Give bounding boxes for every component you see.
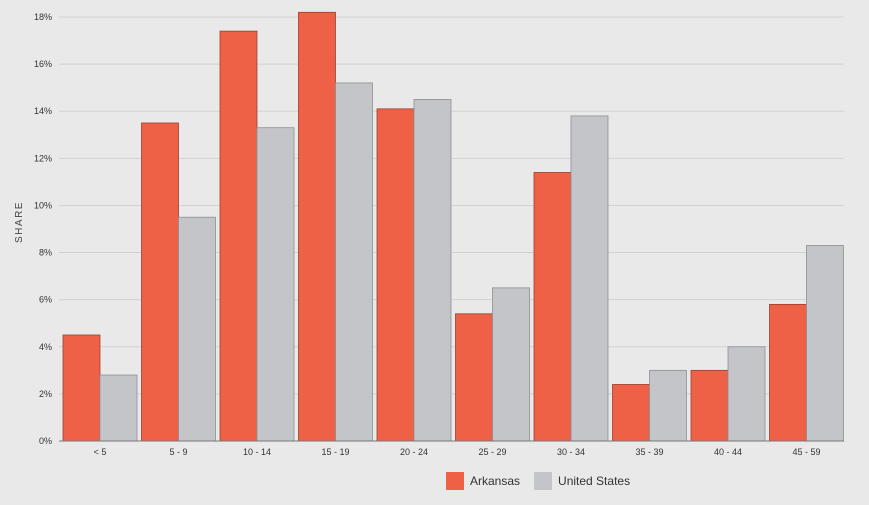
y-tick-label: 2% bbox=[39, 389, 52, 399]
bar-united-states[interactable] bbox=[649, 369, 687, 442]
bar-united-states[interactable] bbox=[256, 127, 295, 442]
y-axis-label: SHARE bbox=[14, 201, 25, 243]
y-tick-label: 10% bbox=[34, 200, 52, 210]
bar-united-states[interactable] bbox=[492, 287, 530, 442]
y-tick-label: 14% bbox=[34, 106, 52, 116]
x-axis-ticks: < 5 5 - 9 10 - 14 15 - 19 20 - 24 25 - 29 30 -… bbox=[94, 447, 821, 457]
y-tick-label: 16% bbox=[34, 59, 52, 69]
legend: Arkansas United States bbox=[446, 472, 636, 490]
legend-label-united-states: United States bbox=[558, 474, 631, 488]
bar-united-states[interactable] bbox=[99, 374, 138, 442]
legend-item-arkansas[interactable]: Arkansas bbox=[446, 472, 520, 490]
x-tick-label: 25 - 29 bbox=[478, 447, 506, 457]
y-axis-ticks: 0% 2% 4% 6% 8% 10% 12% 14% 16% 18% bbox=[34, 12, 52, 446]
bar-arkansas[interactable] bbox=[769, 303, 807, 442]
bar-united-states[interactable] bbox=[335, 82, 373, 442]
bar-arkansas[interactable] bbox=[141, 122, 179, 442]
x-tick-label: 30 - 34 bbox=[557, 447, 585, 457]
bar-arkansas[interactable] bbox=[62, 334, 101, 442]
bar-arkansas[interactable] bbox=[219, 30, 258, 442]
x-tick-label: 20 - 24 bbox=[400, 447, 428, 457]
bar-arkansas[interactable] bbox=[298, 11, 336, 442]
bar-arkansas[interactable] bbox=[612, 384, 650, 442]
y-tick-label: 8% bbox=[39, 248, 52, 258]
bar-united-states[interactable] bbox=[570, 115, 609, 442]
bar-arkansas[interactable] bbox=[376, 108, 415, 442]
legend-label-arkansas: Arkansas bbox=[470, 474, 521, 488]
bar-united-states[interactable] bbox=[413, 99, 452, 442]
bar-arkansas[interactable] bbox=[533, 172, 572, 442]
x-tick-label: < 5 bbox=[94, 447, 107, 457]
bar-united-states[interactable] bbox=[178, 216, 216, 442]
legend-swatch-arkansas bbox=[446, 472, 464, 490]
x-tick-label: 40 - 44 bbox=[714, 447, 742, 457]
y-tick-label: 4% bbox=[39, 342, 52, 352]
x-tick-label: 15 - 19 bbox=[321, 447, 349, 457]
bar-united-states[interactable] bbox=[727, 346, 766, 442]
x-tick-label: 45 - 59 bbox=[792, 447, 820, 457]
x-tick-label: 10 - 14 bbox=[243, 447, 271, 457]
y-tick-label: 0% bbox=[39, 436, 52, 446]
bars bbox=[62, 11, 844, 442]
x-tick-label: 35 - 39 bbox=[635, 447, 663, 457]
y-tick-label: 18% bbox=[34, 12, 52, 22]
y-tick-label: 6% bbox=[39, 295, 52, 305]
legend-item-united-states[interactable]: United States bbox=[534, 472, 630, 490]
bar-arkansas[interactable] bbox=[690, 369, 729, 442]
x-tick-label: 5 - 9 bbox=[169, 447, 187, 457]
bar-united-states[interactable] bbox=[806, 245, 844, 442]
bar-arkansas[interactable] bbox=[455, 313, 493, 442]
y-tick-label: 12% bbox=[34, 153, 52, 163]
legend-swatch-united-states bbox=[534, 472, 553, 490]
